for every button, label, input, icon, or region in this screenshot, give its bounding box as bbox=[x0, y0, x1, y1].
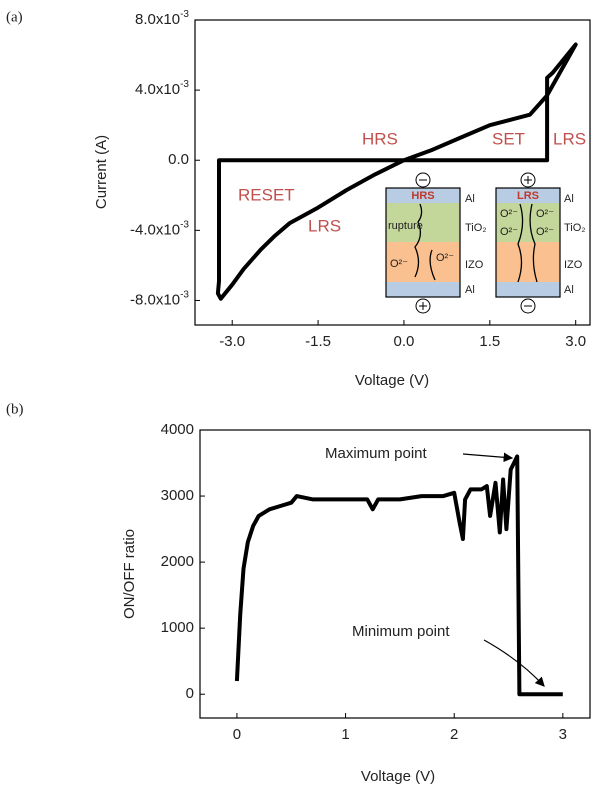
y-tick-label: -8.0x10-3 bbox=[130, 290, 189, 309]
device-frame bbox=[495, 187, 561, 298]
plot-frame bbox=[199, 429, 591, 719]
x-tick-label: 0.0 bbox=[394, 333, 415, 350]
data-line bbox=[234, 454, 563, 697]
layer bbox=[386, 282, 460, 297]
x-tick-label: 0 bbox=[233, 726, 241, 743]
tick-label-exponent: -3 bbox=[180, 219, 189, 230]
tick-label-text: 4000 bbox=[161, 421, 194, 438]
tick-label-text: 8.0x10 bbox=[135, 11, 180, 28]
y-axis-title: ON/OFF ratio bbox=[121, 529, 138, 619]
tick-label-text: 0.0 bbox=[168, 151, 189, 168]
x-tick-label: -1.5 bbox=[305, 333, 331, 350]
annotation: Minimum point bbox=[352, 623, 450, 640]
inset-label: O²⁻ bbox=[436, 252, 454, 264]
annotation: Maximum point bbox=[325, 445, 428, 462]
annotation: HRS bbox=[362, 129, 398, 148]
layer bbox=[496, 242, 560, 282]
y-tick-label: 0.0 bbox=[168, 151, 189, 168]
y-tick-label: 2000 bbox=[161, 553, 194, 570]
tick-label-text: 2000 bbox=[161, 553, 194, 570]
annotation-arrow bbox=[462, 452, 514, 463]
layer-label: Al bbox=[564, 193, 574, 205]
x-tick-label: -3.0 bbox=[219, 333, 245, 350]
annotation-arrow bbox=[483, 639, 545, 687]
layer bbox=[496, 188, 560, 203]
x-axis-title: Voltage (V) bbox=[361, 768, 435, 785]
y-tick-label: 4.0x10-3 bbox=[135, 79, 189, 98]
layer bbox=[386, 203, 460, 242]
data-line bbox=[215, 42, 578, 301]
inset-label: O²⁻ bbox=[536, 208, 554, 220]
layer-label: Al bbox=[564, 284, 574, 296]
tick-label-text: 3000 bbox=[161, 487, 194, 504]
tick-label-exponent: -3 bbox=[180, 290, 189, 301]
tick-label-text: 4.0x10 bbox=[135, 81, 180, 98]
layer bbox=[386, 188, 460, 203]
y-tick-label: 8.0x10-3 bbox=[135, 9, 189, 28]
tick-label-exponent: -3 bbox=[180, 9, 189, 20]
inset: HRS LRS Al TiO₂ IZO Al Al TiO₂ IZO Al ru… bbox=[385, 172, 586, 314]
layer-label: Al bbox=[465, 284, 475, 296]
annotation: LRS bbox=[553, 129, 586, 148]
x-tick-label: 1.5 bbox=[479, 333, 500, 350]
annotation: SET bbox=[492, 129, 525, 148]
layer-label: IZO bbox=[465, 259, 484, 271]
device-frame bbox=[385, 187, 461, 298]
y-tick-label: -4.0x10-3 bbox=[130, 219, 189, 238]
annotation: RESET bbox=[238, 185, 295, 204]
filament bbox=[414, 203, 436, 281]
layer bbox=[496, 282, 560, 297]
panel-label: (b) bbox=[6, 401, 24, 417]
y-tick-label: 1000 bbox=[161, 619, 194, 636]
x-tick-label: 1 bbox=[341, 726, 349, 743]
inset-label: O²⁻ bbox=[390, 258, 408, 270]
tick-label-text: -4.0x10 bbox=[130, 221, 180, 238]
layer-label: TiO₂ bbox=[564, 222, 586, 234]
x-tick-label: 3 bbox=[559, 726, 567, 743]
tick-label-text: 1000 bbox=[161, 619, 194, 636]
y-tick-label: 0 bbox=[186, 685, 194, 702]
tick-label-text: 0 bbox=[186, 685, 194, 702]
y-tick-label: 4000 bbox=[161, 421, 194, 438]
inset-label: O²⁻ bbox=[500, 208, 518, 220]
inset-label: O²⁻ bbox=[536, 226, 554, 238]
layer bbox=[496, 203, 560, 242]
x-tick-label: 2 bbox=[450, 726, 458, 743]
tick-label-exponent: -3 bbox=[180, 79, 189, 90]
polarity bbox=[415, 172, 536, 314]
filament bbox=[517, 203, 538, 283]
annotation: LRS bbox=[308, 216, 341, 235]
layer-label: TiO₂ bbox=[465, 222, 487, 234]
device-state: LRS bbox=[517, 190, 539, 202]
layer-label: IZO bbox=[564, 259, 583, 271]
inset-label: O²⁻ bbox=[500, 226, 518, 238]
y-tick-label: 3000 bbox=[161, 487, 194, 504]
x-tick-label: 3.0 bbox=[565, 333, 586, 350]
layer bbox=[386, 242, 460, 282]
layer-label: Al bbox=[465, 193, 475, 205]
x-axis-title: Voltage (V) bbox=[355, 372, 429, 389]
panel-label: (a) bbox=[6, 9, 23, 25]
device-state: HRS bbox=[411, 190, 434, 202]
inset-label: rupture bbox=[388, 220, 423, 232]
plot-frame bbox=[194, 19, 591, 326]
y-axis-title: Current (A) bbox=[93, 135, 110, 209]
tick-label-text: -8.0x10 bbox=[130, 291, 180, 308]
